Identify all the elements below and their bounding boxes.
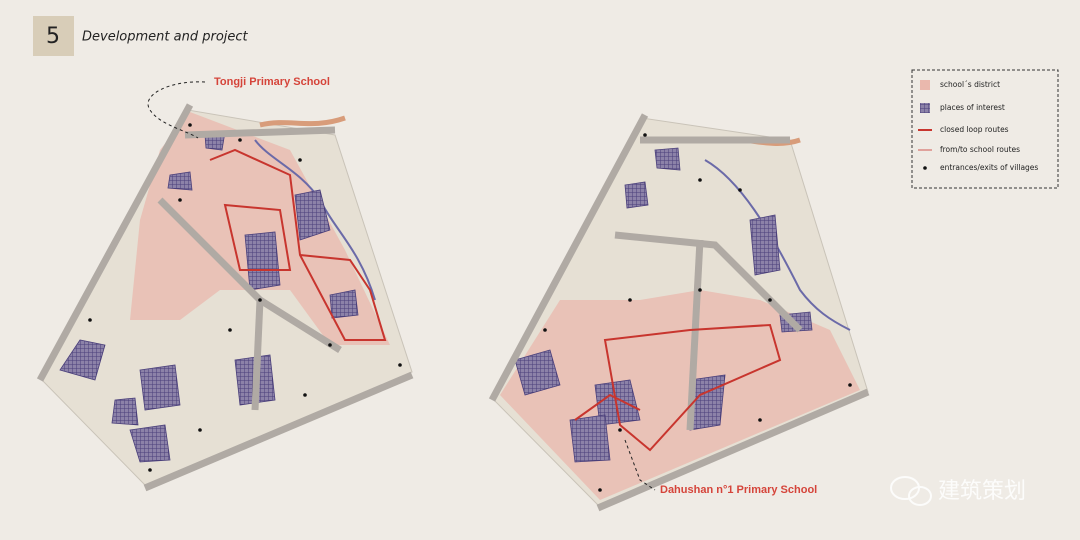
legend-label: from/to school routes: [940, 145, 1020, 154]
legend-label: places of interest: [940, 103, 1005, 112]
legend: school´s district places of interest clo…: [911, 69, 1059, 189]
watermark: 建筑策划: [890, 476, 1026, 506]
number-box: [33, 16, 74, 56]
watermark-text: 建筑策划: [938, 479, 1026, 504]
legend-label: closed loop routes: [940, 125, 1009, 134]
map-label: Dahushan n°1 Primary School: [660, 484, 817, 496]
section-number: 5: [46, 24, 60, 49]
section-title: Development and project: [82, 30, 249, 45]
legend-swatch: [923, 166, 927, 170]
map-label: Tongji Primary School: [214, 76, 330, 88]
map-left: Tongji Primary School: [36, 76, 414, 492]
legend-swatch: [920, 80, 930, 90]
legend-label: school´s district: [940, 80, 1000, 89]
legend-swatch: [920, 103, 930, 113]
map-right: Dahushan n°1 Primary School: [488, 113, 870, 512]
legend-label: entrances/exits of villages: [940, 163, 1038, 172]
